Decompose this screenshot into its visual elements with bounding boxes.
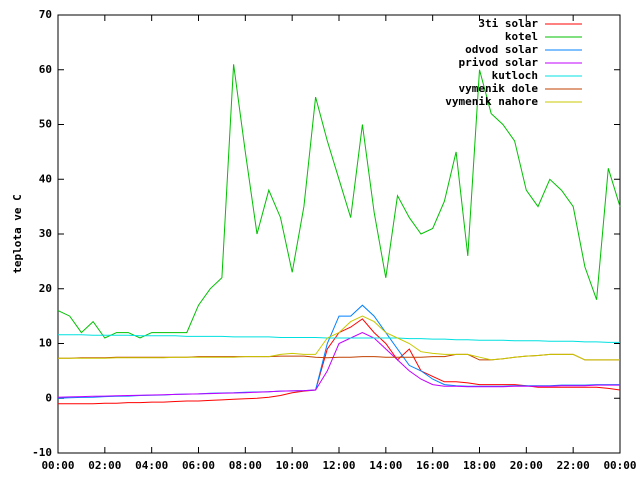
x-tick-label: 10:00: [276, 459, 309, 472]
x-tick-label: 16:00: [416, 459, 449, 472]
x-tick-label: 22:00: [557, 459, 590, 472]
y-tick-label: 50: [39, 118, 52, 131]
y-axis-label: teplota ve C: [11, 194, 24, 273]
series-line: [57, 332, 620, 398]
x-tick-label: 08:00: [229, 459, 262, 472]
y-tick-label: -10: [32, 446, 52, 459]
legend-label: vymenik dole: [459, 82, 539, 95]
y-tick-label: 10: [39, 337, 52, 350]
series-line: [57, 304, 620, 399]
y-tick-label: 0: [45, 391, 52, 404]
legend-label: odvod solar: [465, 43, 538, 56]
series-line: [57, 64, 621, 339]
x-tick-label: 06:00: [182, 459, 215, 472]
x-tick-label: 00:00: [603, 459, 636, 472]
y-tick-label: 40: [39, 172, 52, 185]
x-tick-label: 00:00: [41, 459, 74, 472]
x-tick-label: 02:00: [88, 459, 121, 472]
legend-label: kutloch: [492, 69, 538, 82]
y-tick-label: 20: [39, 282, 52, 295]
legend-label: 3ti solar: [478, 17, 538, 30]
y-tick-label: 70: [39, 8, 52, 21]
y-tick-label: 60: [39, 63, 52, 76]
series-line: [58, 315, 620, 361]
x-tick-label: 20:00: [510, 459, 543, 472]
x-tick-label: 14:00: [369, 459, 402, 472]
legend-label: kotel: [505, 30, 538, 43]
x-tick-label: 18:00: [463, 459, 496, 472]
legend-label: vymenik nahore: [445, 95, 538, 108]
legend-label: privod solar: [459, 56, 539, 69]
y-tick-label: 30: [39, 227, 52, 240]
x-tick-label: 04:00: [135, 459, 168, 472]
series-line: [58, 334, 620, 343]
series-line: [58, 318, 621, 405]
x-tick-label: 12:00: [322, 459, 355, 472]
